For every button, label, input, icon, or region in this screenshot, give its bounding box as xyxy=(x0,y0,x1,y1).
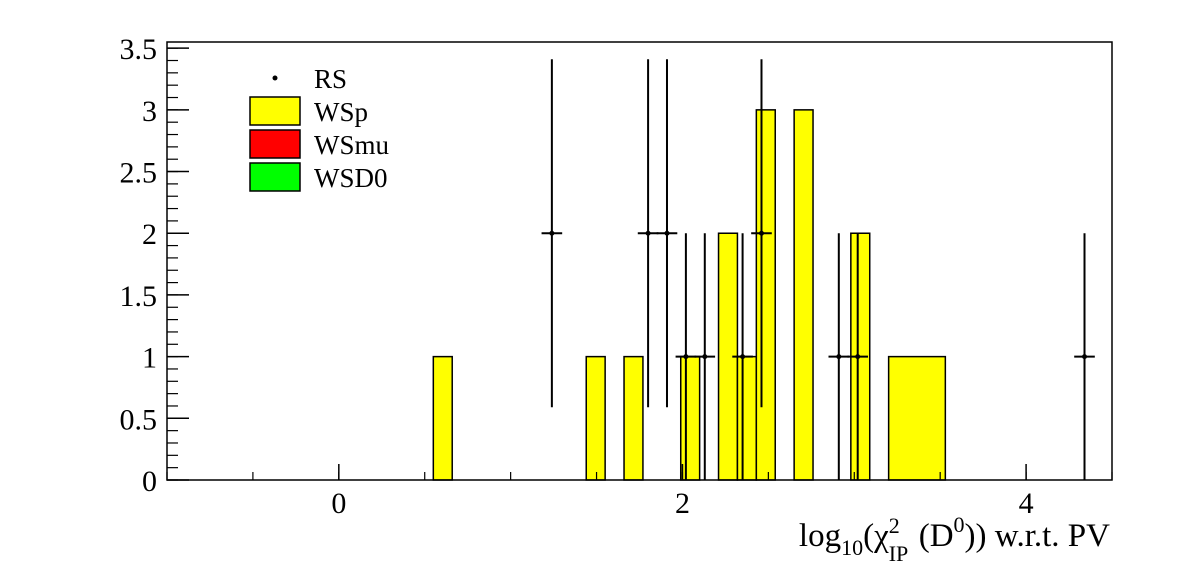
legend-label-0: RS xyxy=(314,64,347,94)
rs-point-4 xyxy=(702,354,708,360)
legend-label-2: WSmu xyxy=(314,130,390,160)
legend-marker-0 xyxy=(272,75,278,81)
x-label-sub10: 10 xyxy=(841,535,864,560)
x-tick-label-1: 2 xyxy=(675,487,690,520)
hist-bar-5 xyxy=(736,355,758,481)
y-tick-label-0: 0 xyxy=(142,465,157,498)
hist-bar-7 xyxy=(793,109,814,481)
y-tick-label-6: 3 xyxy=(142,95,157,128)
y-tick-label-4: 2 xyxy=(142,218,157,251)
y-tick-label-1: 0.5 xyxy=(120,403,158,436)
x-label-log: log xyxy=(798,518,842,554)
rs-point-5 xyxy=(740,354,746,360)
x-label-d: (D xyxy=(918,518,954,554)
x-axis-label: log10(χ 2 IP (D0)) w.r.t. PV xyxy=(798,512,1110,565)
hist-bar-1 xyxy=(585,355,606,481)
x-label-chi: (χ xyxy=(863,518,889,554)
x-tick-label-0: 0 xyxy=(331,487,346,520)
legend-label-1: WSp xyxy=(314,97,368,127)
rs-point-0 xyxy=(549,230,555,236)
plot-frame xyxy=(166,41,1113,481)
rs-point-3 xyxy=(683,354,689,360)
hist-bar-0 xyxy=(432,355,453,481)
legend-swatch-2 xyxy=(249,129,301,159)
x-label-sup0: 0 xyxy=(953,512,965,537)
y-tick-label-7: 3.5 xyxy=(120,33,158,66)
x-label-sup2: 2 xyxy=(888,513,900,538)
y-tick-label-2: 1 xyxy=(142,342,157,375)
x-label-subip: IP xyxy=(888,541,909,566)
rs-point-7 xyxy=(836,354,842,360)
x-label-post: )) w.r.t. PV xyxy=(964,518,1110,554)
x-label-chi-scripts: 2 IP xyxy=(889,515,919,565)
x-tick-label-2: 4 xyxy=(1019,487,1034,520)
rs-point-2 xyxy=(664,230,670,236)
rs-point-6 xyxy=(758,230,764,236)
legend-label-3: WSD0 xyxy=(314,163,388,193)
legend-swatch-3 xyxy=(249,162,301,192)
hist-bar-2 xyxy=(623,355,644,481)
y-tick-label-5: 2.5 xyxy=(120,157,158,190)
legend-swatch-1 xyxy=(249,96,301,126)
hist-bar-6 xyxy=(755,109,776,481)
rs-point-1 xyxy=(645,230,651,236)
rs-point-9 xyxy=(1082,354,1088,360)
y-tick-label-3: 1.5 xyxy=(120,280,158,313)
hist-bar-3 xyxy=(679,355,701,481)
hist-bar-9 xyxy=(887,355,947,481)
rs-point-8 xyxy=(855,354,861,360)
